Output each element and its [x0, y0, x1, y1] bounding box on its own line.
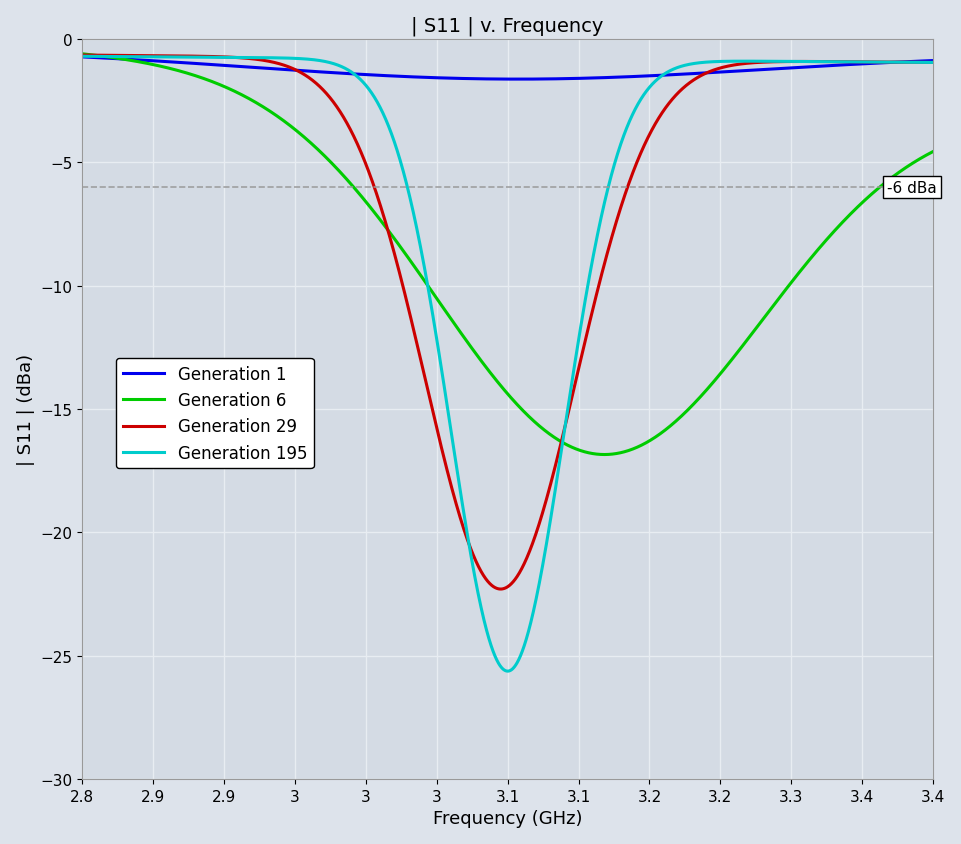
Generation 1 — [173, 58, 185, 68]
X-axis label: Frequency (GHz): Frequency (GHz) — [432, 809, 581, 827]
Generation 6 — [598, 450, 609, 460]
Generation 1 — [76, 52, 87, 62]
Generation 29 — [76, 51, 87, 61]
Generation 1 — [926, 57, 938, 67]
Generation 1 — [819, 62, 830, 72]
Generation 195 — [173, 53, 185, 63]
Y-axis label: | S11 | (dBa): | S11 | (dBa) — [16, 354, 35, 466]
Generation 195 — [502, 666, 513, 676]
Generation 6 — [173, 67, 185, 77]
Generation 195 — [910, 58, 922, 68]
Generation 195 — [224, 53, 235, 63]
Legend: Generation 1, Generation 6, Generation 29, Generation 195: Generation 1, Generation 6, Generation 2… — [116, 359, 313, 469]
Generation 29 — [403, 304, 414, 314]
Generation 29 — [494, 584, 505, 594]
Generation 6 — [76, 50, 87, 60]
Generation 29 — [910, 58, 922, 68]
Generation 1 — [224, 62, 235, 72]
Line: Generation 6: Generation 6 — [82, 55, 932, 455]
Generation 1 — [910, 57, 922, 68]
Generation 29 — [439, 458, 451, 468]
Generation 195 — [926, 58, 938, 68]
Generation 29 — [926, 58, 938, 68]
Generation 29 — [173, 51, 185, 62]
Generation 6 — [819, 237, 830, 247]
Generation 6 — [403, 254, 414, 264]
Title: | S11 | v. Frequency: | S11 | v. Frequency — [411, 17, 604, 36]
Generation 195 — [439, 389, 451, 399]
Generation 6 — [910, 156, 922, 166]
Generation 6 — [224, 84, 235, 95]
Generation 29 — [819, 57, 830, 68]
Generation 195 — [819, 57, 830, 68]
Generation 1 — [511, 75, 523, 85]
Line: Generation 195: Generation 195 — [82, 57, 932, 671]
Generation 195 — [76, 52, 87, 62]
Generation 6 — [926, 147, 938, 157]
Generation 1 — [439, 74, 451, 84]
Text: -6 dBa: -6 dBa — [886, 181, 936, 195]
Generation 29 — [224, 53, 235, 63]
Generation 195 — [403, 187, 414, 197]
Line: Generation 29: Generation 29 — [82, 56, 932, 589]
Generation 6 — [439, 306, 451, 316]
Generation 1 — [403, 73, 414, 83]
Line: Generation 1: Generation 1 — [82, 57, 932, 80]
